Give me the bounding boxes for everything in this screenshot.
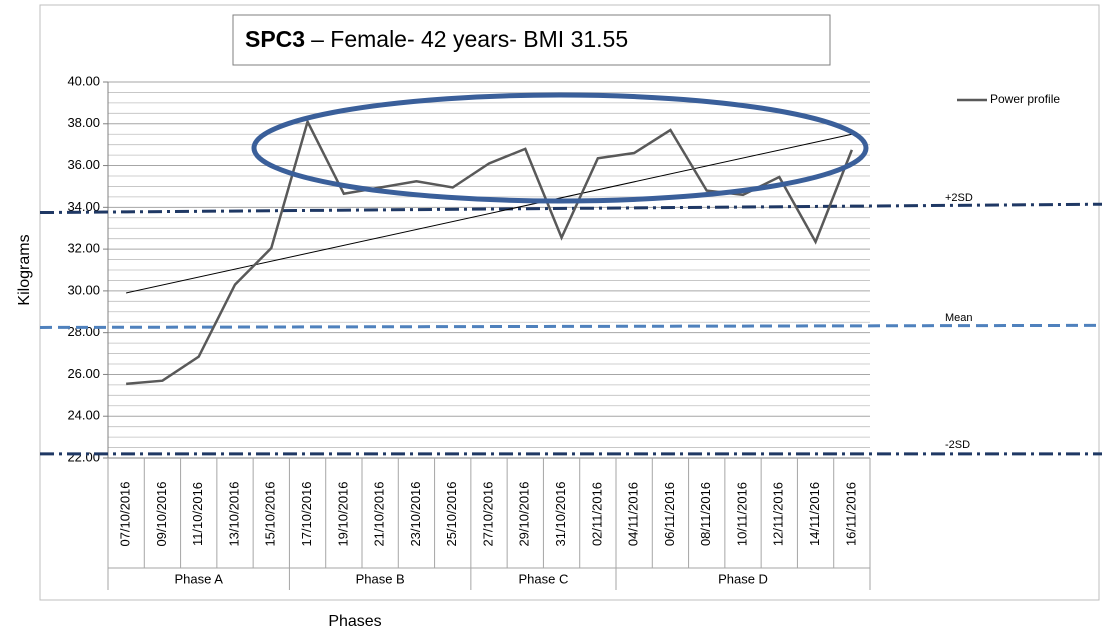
x-tick-label: 06/11/2016 xyxy=(662,482,677,546)
y-tick-label: 32.00 xyxy=(67,241,100,256)
x-tick-label: 13/10/2016 xyxy=(226,481,241,546)
x-tick-label: 29/10/2016 xyxy=(517,481,532,546)
x-axis-label: Phases xyxy=(328,613,381,630)
x-tick-label: 10/11/2016 xyxy=(734,482,749,546)
reference-label: -2SD xyxy=(945,439,970,451)
reference-line xyxy=(39,323,1102,329)
x-tick-label: 07/10/2016 xyxy=(118,481,133,546)
trend-line xyxy=(126,133,852,294)
x-tick-label: 02/11/2016 xyxy=(589,482,604,546)
y-tick-label: 30.00 xyxy=(67,282,100,297)
y-axis-label: Kilograms xyxy=(16,234,33,305)
phase-label: Phase D xyxy=(718,571,768,586)
phase-label: Phase A xyxy=(174,571,223,586)
x-tick-label: 23/10/2016 xyxy=(408,481,423,546)
title-bold: SPC3 xyxy=(245,26,305,52)
x-tick-label: 27/10/2016 xyxy=(480,481,495,546)
phase-label: Phase B xyxy=(356,571,405,586)
x-tick-label: 09/10/2016 xyxy=(154,481,169,546)
y-tick-label: 36.00 xyxy=(67,157,100,172)
y-tick-label: 38.00 xyxy=(67,115,100,130)
phase-label: Phase C xyxy=(518,571,568,586)
y-tick-label: 24.00 xyxy=(67,408,100,423)
title-box xyxy=(232,14,831,66)
x-tick-label: 12/11/2016 xyxy=(771,482,786,546)
x-tick-label: 19/10/2016 xyxy=(335,481,350,546)
x-tick-label: 04/11/2016 xyxy=(626,482,641,546)
y-tick-label: 34.00 xyxy=(67,199,100,214)
x-tick-label: 15/10/2016 xyxy=(263,481,278,546)
reference-label: +2SD xyxy=(945,192,973,204)
chart-title: SPC3– Female- 42 years- BMI 31.55 xyxy=(245,26,628,52)
legend-label: Power profile xyxy=(990,92,1060,106)
plot: 22.00 24.00 26.00 28.00 30.00 32.00 34.00 36.00… xyxy=(39,73,1102,590)
highlight-ellipse xyxy=(251,92,869,204)
reference-line xyxy=(39,202,1102,215)
x-tick-label: 25/10/2016 xyxy=(444,481,459,546)
x-tick-label: 17/10/2016 xyxy=(299,481,314,546)
title-rest: – Female- 42 years- BMI 31.55 xyxy=(311,26,628,52)
reference-label: Mean xyxy=(945,312,973,324)
x-tick-label: 11/10/2016 xyxy=(190,482,205,546)
x-tick-label: 08/11/2016 xyxy=(698,482,713,546)
x-tick-label: 16/11/2016 xyxy=(843,482,858,546)
x-tick-label: 31/10/2016 xyxy=(553,481,568,546)
y-tick-label: 26.00 xyxy=(67,366,100,381)
y-tick-label: 22.00 xyxy=(67,449,100,464)
y-tick-label: 40.00 xyxy=(67,73,100,88)
x-tick-label: 14/11/2016 xyxy=(807,482,822,546)
x-tick-label: 21/10/2016 xyxy=(372,481,387,546)
y-tick-label: 28.00 xyxy=(67,324,100,339)
